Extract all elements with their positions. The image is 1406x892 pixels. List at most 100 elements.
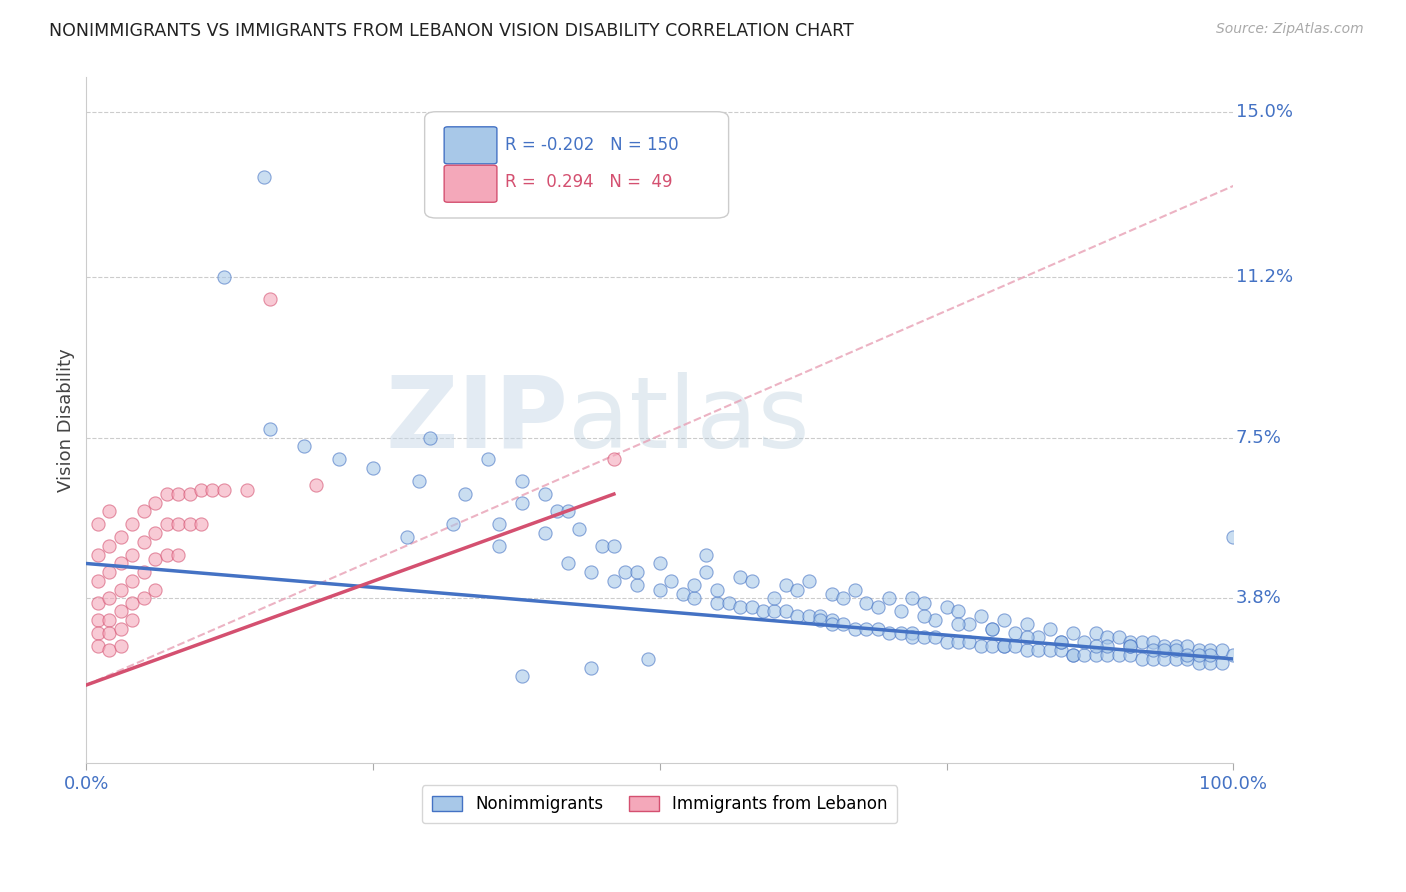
- Point: [763, 604, 786, 618]
- Point: [1095, 648, 1118, 662]
- Point: [808, 613, 831, 627]
- Point: [672, 587, 695, 601]
- Point: [775, 604, 797, 618]
- Point: [959, 634, 981, 648]
- Point: [1142, 652, 1164, 666]
- Point: [1199, 648, 1222, 662]
- Point: [1222, 531, 1244, 545]
- Point: [1095, 639, 1118, 653]
- Point: [510, 496, 533, 510]
- Point: [212, 483, 235, 497]
- Point: [1084, 626, 1107, 640]
- Point: [683, 591, 706, 606]
- Point: [1199, 657, 1222, 671]
- Point: [1177, 652, 1199, 666]
- Point: [557, 557, 579, 571]
- Point: [1164, 652, 1187, 666]
- Point: [132, 565, 155, 579]
- Point: [970, 639, 993, 653]
- Point: [546, 504, 568, 518]
- Point: [1095, 630, 1118, 644]
- Point: [1062, 648, 1084, 662]
- Point: [1142, 634, 1164, 648]
- Point: [591, 539, 613, 553]
- Text: atlas: atlas: [568, 372, 810, 469]
- Point: [1119, 639, 1142, 653]
- Point: [1015, 643, 1038, 657]
- Point: [579, 660, 602, 674]
- Point: [648, 582, 671, 597]
- Point: [87, 574, 110, 588]
- Point: [441, 517, 464, 532]
- Point: [155, 487, 177, 501]
- Point: [1050, 634, 1073, 648]
- Point: [87, 613, 110, 627]
- Point: [110, 604, 132, 618]
- Point: [259, 292, 281, 306]
- Point: [87, 626, 110, 640]
- Y-axis label: Vision Disability: Vision Disability: [58, 349, 75, 492]
- Point: [603, 452, 626, 467]
- FancyBboxPatch shape: [444, 127, 496, 164]
- Point: [1153, 643, 1175, 657]
- Point: [1153, 652, 1175, 666]
- Point: [534, 487, 557, 501]
- Text: R = -0.202   N = 150: R = -0.202 N = 150: [505, 136, 679, 153]
- Point: [763, 591, 786, 606]
- Point: [1188, 643, 1211, 657]
- Point: [98, 626, 121, 640]
- Point: [1108, 648, 1130, 662]
- Point: [626, 578, 648, 592]
- Point: [87, 596, 110, 610]
- Point: [1073, 648, 1095, 662]
- Point: [993, 613, 1015, 627]
- Point: [1073, 634, 1095, 648]
- Point: [1211, 643, 1233, 657]
- Point: [741, 574, 763, 588]
- Point: [1084, 639, 1107, 653]
- Point: [946, 604, 969, 618]
- Point: [143, 526, 166, 541]
- Text: 11.2%: 11.2%: [1236, 268, 1292, 286]
- Point: [121, 574, 143, 588]
- Point: [752, 604, 775, 618]
- Point: [1026, 643, 1049, 657]
- Point: [648, 557, 671, 571]
- Point: [1050, 634, 1073, 648]
- Point: [1130, 634, 1153, 648]
- Point: [959, 617, 981, 632]
- Point: [1119, 639, 1142, 653]
- Point: [890, 626, 912, 640]
- Point: [155, 517, 177, 532]
- Point: [901, 630, 924, 644]
- Point: [797, 574, 820, 588]
- Point: [935, 634, 957, 648]
- Point: [98, 504, 121, 518]
- Point: [1119, 648, 1142, 662]
- Point: [844, 622, 866, 636]
- Point: [201, 483, 224, 497]
- Point: [1004, 626, 1026, 640]
- Point: [328, 452, 350, 467]
- Point: [132, 591, 155, 606]
- Point: [695, 565, 717, 579]
- Point: [1142, 643, 1164, 657]
- Point: [797, 608, 820, 623]
- Point: [855, 622, 877, 636]
- Point: [143, 582, 166, 597]
- Point: [821, 617, 844, 632]
- Point: [98, 613, 121, 627]
- Point: [683, 578, 706, 592]
- Text: NONIMMIGRANTS VS IMMIGRANTS FROM LEBANON VISION DISABILITY CORRELATION CHART: NONIMMIGRANTS VS IMMIGRANTS FROM LEBANON…: [49, 22, 853, 40]
- Point: [1039, 643, 1062, 657]
- Point: [637, 652, 659, 666]
- Text: 7.5%: 7.5%: [1236, 429, 1281, 447]
- Point: [1050, 643, 1073, 657]
- Point: [866, 622, 889, 636]
- Point: [98, 565, 121, 579]
- Point: [924, 613, 946, 627]
- Point: [1177, 648, 1199, 662]
- Point: [167, 517, 190, 532]
- Point: [901, 591, 924, 606]
- Point: [212, 270, 235, 285]
